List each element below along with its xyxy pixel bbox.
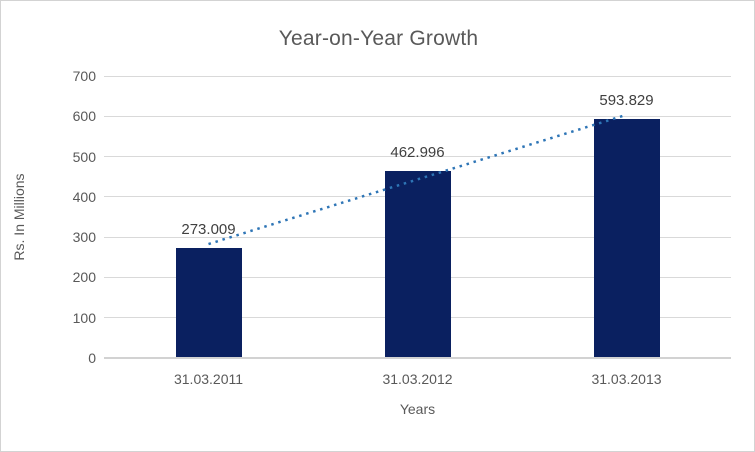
y-tick-label: 600 <box>72 108 96 125</box>
y-tick-label: 700 <box>72 68 96 84</box>
x-axis-line <box>104 357 731 359</box>
bar <box>593 118 660 357</box>
x-tick-label: 31.03.2011 <box>173 371 244 387</box>
gridline <box>104 115 731 117</box>
y-tick-label: 0 <box>88 350 96 366</box>
y-tick-label: 200 <box>72 269 96 286</box>
bar <box>384 171 451 357</box>
chart-title: Year-on-Year Growth <box>278 27 479 50</box>
gridline <box>104 75 731 77</box>
bar-data-label: 593.829 <box>599 91 654 109</box>
x-tick-label: 31.03.2013 <box>591 371 662 387</box>
bar <box>175 248 242 357</box>
y-tick-label: 300 <box>72 229 96 246</box>
y-axis-title: Rs. In Millions <box>11 173 27 261</box>
y-tick-label: 400 <box>72 188 96 205</box>
x-axis-title: Years <box>399 401 436 417</box>
bar-data-label: 462.996 <box>390 144 445 162</box>
y-tick-label: 100 <box>72 309 96 326</box>
y-tick-label: 500 <box>72 148 96 165</box>
bar-data-label: 273.009 <box>181 221 236 239</box>
x-tick-label: 31.03.2012 <box>382 371 453 387</box>
